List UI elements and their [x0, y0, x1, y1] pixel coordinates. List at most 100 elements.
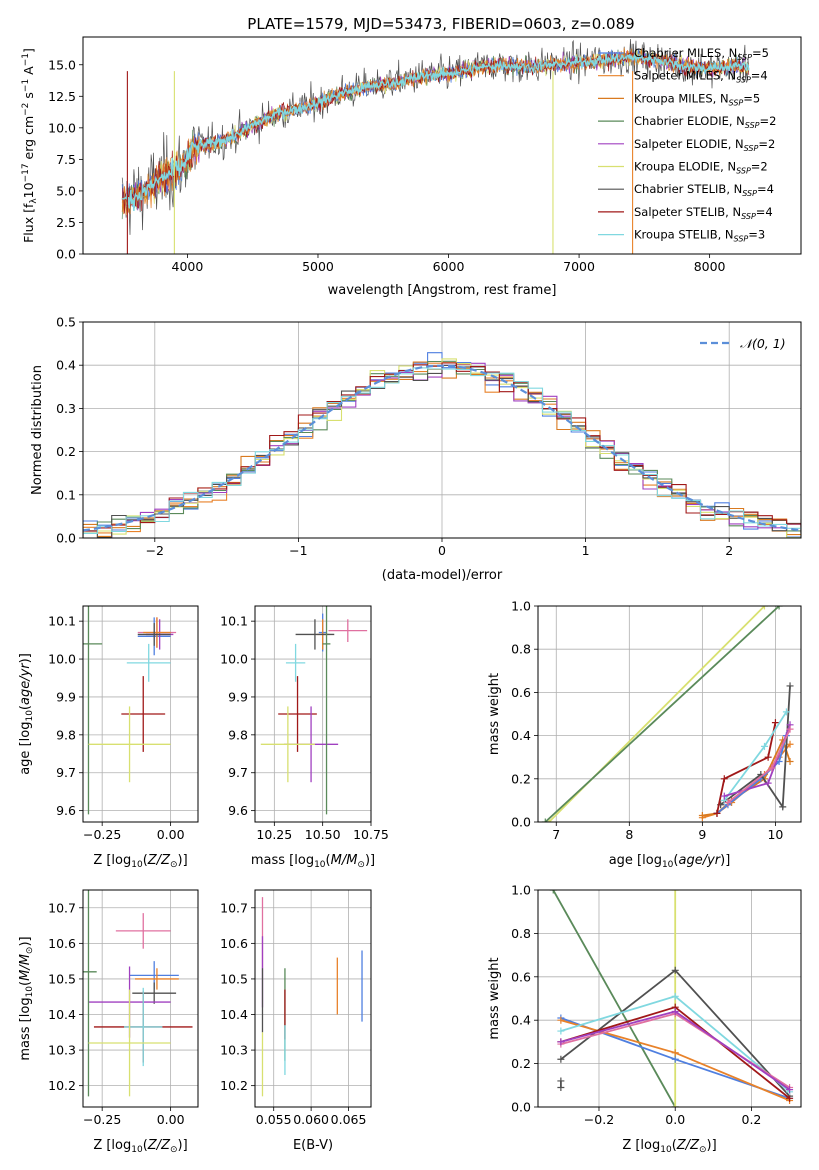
legend-label: Salpeter ELODIE, NSSP=2 — [634, 137, 775, 153]
spectrum-axes: 4000 5000 6000 7000 8000 0.0 2.5 5.0 7.5 10.0 12.5… — [48, 57, 725, 274]
y-tick-label: 0.4 — [56, 358, 76, 373]
y-tick-label: 5.0 — [56, 183, 76, 198]
weight-marker — [786, 682, 794, 690]
weight-marker — [557, 1038, 565, 1046]
spectrum-legend: Chabrier MILES, NSSP=5 Salpeter MILES, NS… — [598, 46, 776, 244]
y-tick-label: 0.2 — [511, 1056, 531, 1071]
mass_vs_Z-frame — [82, 889, 199, 1108]
y-tick-label: 10.2 — [48, 1078, 76, 1093]
y-tick-label: 9.8 — [56, 727, 76, 742]
x-tick-label: −0.25 — [83, 1112, 121, 1127]
x-tick-label: 2 — [725, 543, 733, 558]
mass_weight_vs_age-frame — [537, 605, 802, 823]
age_vs_mass-points — [260, 606, 368, 815]
weight-marker — [771, 719, 779, 727]
weight-marker — [782, 708, 790, 716]
x-tick-label: 0.0 — [665, 1112, 685, 1127]
y-tick-label: 0.0 — [56, 531, 76, 546]
y-tick-label: 0.1 — [56, 487, 76, 502]
weight-marker — [764, 779, 772, 787]
x-tick-label: 6000 — [433, 259, 465, 274]
y-tick-label: 10.7 — [220, 900, 248, 915]
x-tick-label: 7 — [552, 827, 560, 842]
weight-series-0 — [552, 890, 676, 1107]
y-tick-label: 2.5 — [56, 215, 76, 230]
y-tick-label: 1.0 — [511, 599, 531, 614]
mass_weight_vs_Z-frame — [537, 889, 802, 1108]
weight-marker — [671, 1008, 679, 1016]
age_vs_mass-axes: 10.25 10.50 10.75 9.6 9.7 9.8 9.9 10.0 10.1 — [220, 606, 389, 842]
y-tick-label: 0.0 — [511, 1100, 531, 1115]
mass_weight_vs_Z-lines — [549, 890, 794, 1107]
mass_vs_Z-points — [83, 890, 193, 1097]
x-tick-label: 4000 — [172, 259, 204, 274]
x-tick-label: −0.25 — [83, 827, 121, 842]
y-tick-label: 10.0 — [48, 120, 76, 135]
mass_vs_ebv-axes: 0.055 0.060 0.065 10.2 10.3 10.4 10.5 10.6 10.7 — [220, 890, 371, 1127]
mass_weight_vs_Z-ylabel: mass weight — [487, 957, 502, 1039]
weight-series-5 — [720, 685, 791, 810]
weight-marker — [713, 809, 721, 817]
spectrum-frame — [82, 36, 802, 255]
y-tick-label: 10.6 — [220, 936, 248, 951]
y-tick-label: 9.7 — [228, 765, 248, 780]
x-tick-label: 8 — [625, 827, 633, 842]
weight-series-3 — [702, 737, 791, 817]
spectrum-series-8 — [121, 51, 750, 212]
weight-marker — [549, 890, 557, 894]
legend-label: Kroupa MILES, NSSP=5 — [634, 91, 760, 107]
y-tick-label: 10.0 — [48, 652, 76, 667]
x-tick-label: 0.00 — [157, 827, 185, 842]
y-tick-label: 9.6 — [228, 803, 248, 818]
mass_vs_ebv-points — [261, 897, 363, 1097]
x-tick-label: −0.2 — [584, 1112, 614, 1127]
x-tick-label: −2 — [146, 543, 164, 558]
y-tick-label: 10.5 — [220, 971, 248, 986]
x-tick-label: −1 — [289, 543, 307, 558]
spectrum-ylabel: Flux [fλ10−17 erg cm−2 s−1 A−1] — [21, 48, 39, 243]
x-tick-label: 9 — [698, 827, 706, 842]
x-tick-label: 8000 — [694, 259, 726, 274]
y-tick-label: 0.6 — [511, 685, 531, 700]
weight-marker — [786, 1086, 794, 1094]
mass_weight_vs_Z-xlabel: Z [log10(Z/Z⊙)] — [622, 1138, 716, 1155]
weight-marker — [541, 818, 549, 822]
x-tick-label: 10.25 — [256, 827, 292, 842]
weight-marker — [720, 775, 728, 783]
x-tick-label: 0 — [438, 543, 446, 558]
y-tick-label: 10.0 — [220, 652, 248, 667]
x-tick-label: 7000 — [563, 259, 595, 274]
weight-marker — [724, 799, 732, 807]
y-tick-label: 7.5 — [56, 152, 76, 167]
y-tick-label: 0.4 — [511, 728, 531, 743]
weight-marker — [671, 890, 679, 894]
x-tick-label: 10.75 — [353, 827, 389, 842]
age_vs_Z-xlabel: Z [log10(Z/Z⊙)] — [93, 853, 187, 870]
y-tick-label: 0.0 — [511, 815, 531, 830]
hist-xlabel: (data-model)/error — [382, 568, 503, 583]
x-tick-label: 0.060 — [293, 1112, 329, 1127]
weight-series-1 — [544, 606, 780, 822]
y-tick-label: 9.8 — [228, 727, 248, 742]
weight-marker — [557, 1027, 565, 1035]
legend-label: Kroupa ELODIE, NSSP=2 — [634, 160, 768, 176]
y-tick-label: 0.8 — [511, 926, 531, 941]
histogram-steps — [83, 352, 801, 538]
age_vs_Z-axes: −0.25 0.00 9.6 9.7 9.8 9.9 10.0 10.1 — [48, 606, 198, 842]
x-tick-label: 0.2 — [742, 1112, 762, 1127]
y-tick-label: 0.5 — [56, 315, 76, 330]
y-tick-label: 0.0 — [56, 247, 76, 262]
y-tick-label: 10.5 — [48, 971, 76, 986]
weight-marker — [775, 606, 783, 610]
spectrum-lines — [121, 38, 750, 254]
y-tick-label: 0.2 — [56, 444, 76, 459]
weight-marker — [760, 606, 768, 610]
histogram-series-8 — [83, 367, 801, 538]
y-tick-label: 9.7 — [56, 765, 76, 780]
legend-label: Salpeter MILES, NSSP=4 — [634, 69, 768, 85]
age_vs_Z-points — [83, 606, 177, 815]
weight-marker — [671, 1055, 679, 1063]
weight-marker — [764, 753, 772, 761]
legend-label: Chabrier STELIB, NSSP=4 — [634, 182, 774, 198]
age_vs_Z-ylabel: age [log10(age/yr)] — [18, 653, 35, 775]
